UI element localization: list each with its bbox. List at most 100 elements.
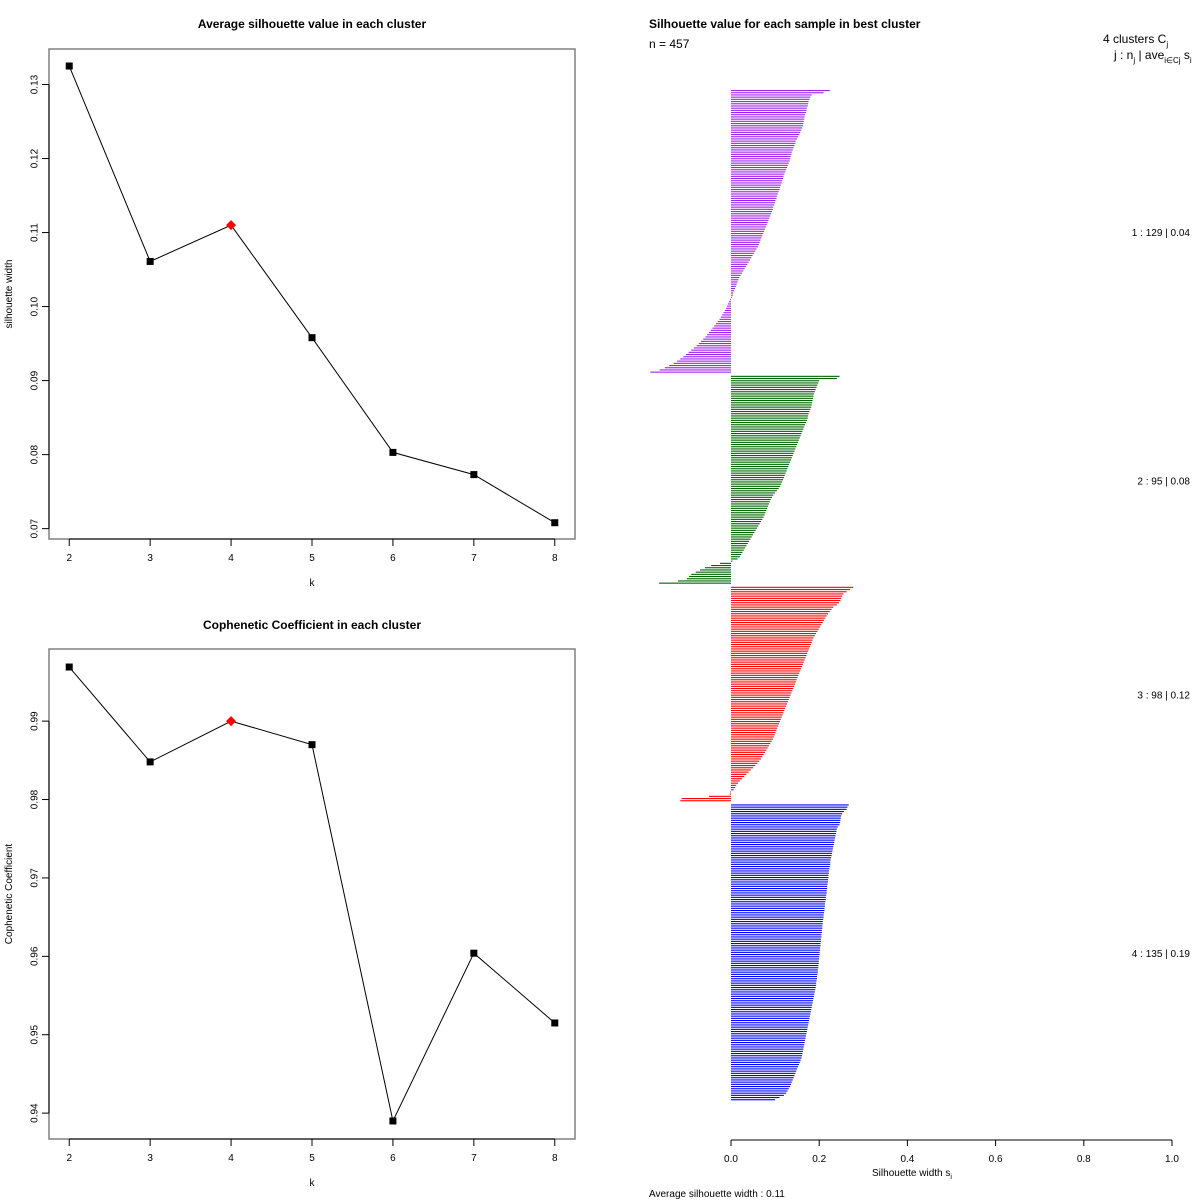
- y-tick-label: 0.12: [30, 148, 41, 168]
- silhouette-bar: [731, 723, 780, 725]
- silhouette-bar: [731, 167, 788, 169]
- silhouette-bar: [731, 756, 763, 758]
- silhouette-bar: [731, 459, 791, 461]
- silhouette-bar: [731, 463, 790, 465]
- silhouette-bar: [708, 332, 731, 334]
- silhouette-bar: [731, 696, 790, 698]
- silhouette-bar: [731, 894, 827, 896]
- silhouette-bar: [731, 270, 744, 272]
- silhouette-bar: [731, 446, 797, 448]
- data-point-highlight: [226, 220, 237, 231]
- silhouette-bar: [731, 219, 769, 221]
- silhouette-bar: [731, 749, 767, 751]
- silhouette-bar: [691, 573, 731, 575]
- silhouette-bar: [731, 136, 799, 138]
- silhouette-bar: [731, 375, 840, 377]
- silhouette-bar: [731, 677, 798, 679]
- silhouette-bar: [731, 277, 740, 279]
- silhouette-bar: [731, 430, 803, 432]
- silhouette-bar: [731, 151, 792, 153]
- x-tick-label: 1.0: [1165, 1154, 1179, 1165]
- silhouette-bar: [731, 437, 800, 439]
- cluster-label: 1 : 129 | 0.04: [1132, 228, 1191, 239]
- silhouette-bar: [731, 738, 773, 740]
- silhouette-bar: [731, 534, 754, 536]
- silhouette-bar: [731, 131, 801, 133]
- silhouette-bar: [731, 670, 801, 672]
- silhouette-bar: [731, 516, 764, 518]
- sample-count: n = 457: [649, 37, 690, 51]
- silhouette-bar: [731, 819, 841, 821]
- silhouette-bar: [731, 518, 763, 520]
- silhouette-bar: [731, 186, 780, 188]
- silhouette-bar: [731, 692, 792, 694]
- silhouette-bar: [731, 272, 743, 274]
- silhouette-bar: [731, 1099, 776, 1101]
- silhouette-bar: [731, 943, 821, 945]
- data-point: [470, 471, 478, 479]
- silhouette-bar: [711, 565, 731, 567]
- silhouette-bar: [731, 386, 817, 388]
- data-point: [551, 1019, 559, 1027]
- silhouette-bar: [731, 505, 769, 507]
- x-axis-label: k: [310, 578, 316, 589]
- silhouette-bar: [731, 1013, 811, 1015]
- series-line: [68, 65, 556, 524]
- silhouette-bar: [731, 659, 805, 661]
- silhouette-bar: [731, 1033, 807, 1035]
- silhouette-bar: [731, 283, 737, 285]
- silhouette-bar: [731, 885, 828, 887]
- x-tick-label: 6: [390, 553, 396, 564]
- silhouette-bar: [731, 883, 828, 885]
- silhouette-bar: [731, 769, 751, 771]
- silhouette-bar: [731, 712, 784, 714]
- silhouette-bar: [731, 870, 829, 872]
- silhouette-bar: [731, 228, 765, 230]
- silhouette-bar: [731, 439, 799, 441]
- plot-frame: [48, 48, 576, 540]
- silhouette-bar: [731, 1090, 788, 1092]
- silhouette-bar: [731, 666, 803, 668]
- silhouette-bar: [731, 217, 770, 219]
- silhouette-bar: [731, 901, 826, 903]
- y-tick-label: 0.96: [30, 946, 41, 966]
- silhouette-bar: [731, 448, 796, 450]
- silhouette-bar: [708, 795, 731, 797]
- silhouette-bar: [731, 850, 833, 852]
- silhouette-bar: [731, 551, 743, 553]
- silhouette-bar: [731, 622, 823, 624]
- silhouette-bar: [731, 241, 760, 243]
- silhouette-bar: [731, 1083, 791, 1085]
- silhouette-bar: [731, 758, 761, 760]
- silhouette-bar: [703, 338, 731, 340]
- x-tick-label: 3: [147, 1153, 153, 1164]
- silhouette-bar: [731, 426, 805, 428]
- silhouette-bar: [731, 255, 753, 257]
- silhouette-bar: [730, 299, 731, 301]
- silhouette-bar: [731, 718, 781, 720]
- silhouette-bar: [731, 910, 825, 912]
- silhouette-bar: [731, 826, 838, 828]
- silhouette-bar: [731, 472, 786, 474]
- silhouette-bar: [731, 655, 807, 657]
- silhouette-bar: [728, 301, 731, 303]
- legend-col-ave-sub: i∈Cj: [1164, 56, 1181, 65]
- silhouette-bar: [731, 90, 830, 92]
- silhouette-bar: [731, 804, 849, 806]
- data-point: [389, 1117, 397, 1125]
- silhouette-bar: [731, 1057, 802, 1059]
- silhouette-bar: [731, 839, 835, 841]
- data-point: [551, 519, 559, 527]
- silhouette-bar: [731, 118, 805, 120]
- silhouette-bar: [731, 162, 789, 164]
- silhouette-bar: [731, 105, 808, 107]
- silhouette-bar: [681, 798, 731, 800]
- silhouette-bar: [731, 123, 804, 125]
- silhouette-bar: [731, 1004, 813, 1006]
- silhouette-bar: [731, 266, 746, 268]
- silhouette-bar: [731, 1024, 809, 1026]
- silhouette-bar: [719, 562, 731, 564]
- silhouette-bar: [731, 916, 824, 918]
- silhouette-bar: [731, 211, 773, 213]
- silhouette-bar: [731, 470, 787, 472]
